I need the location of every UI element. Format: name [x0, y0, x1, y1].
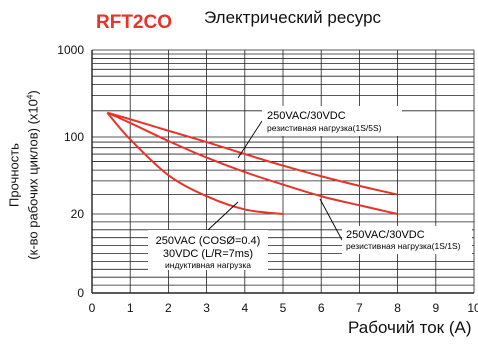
annotation-leader	[207, 201, 239, 231]
x-tick-label: 4	[241, 301, 248, 315]
series-line	[106, 112, 284, 215]
annotation-box	[148, 230, 268, 270]
annotation-text: резистивная нагрузка(1S/5S)	[267, 123, 382, 133]
annotation-text: 250VAC/30VDC	[267, 110, 346, 122]
series-line	[106, 111, 398, 215]
x-axis-label: Рабочий ток (A)	[348, 318, 472, 337]
x-tick-label: 10	[467, 301, 478, 315]
chart-title: Электрический ресурс	[204, 8, 382, 27]
x-tick-label: 2	[165, 301, 172, 315]
brand-label: RFT2CO	[96, 12, 172, 33]
annotation-leader	[319, 198, 343, 241]
annotation-text: 250VAC (COSØ=0.4)	[156, 235, 261, 247]
y-tick-labels: 0 20 100 1000	[57, 43, 84, 300]
annotation-text: резистивная нагрузка(1S/1S)	[346, 241, 461, 251]
annotation-text: 30VDC (L/R=7ms)	[163, 248, 253, 260]
x-tick-label: 6	[318, 301, 325, 315]
y-tick-label: 100	[64, 130, 84, 144]
annotation-text: 250VAC/30VDC	[346, 229, 425, 241]
x-tick-label: 0	[89, 301, 96, 315]
curves	[106, 111, 398, 215]
y-tick-label: 0	[77, 286, 84, 300]
y-tick-label: 1000	[57, 43, 84, 57]
annotation-box	[342, 226, 472, 254]
series-line	[107, 111, 398, 196]
x-tick-label: 1	[127, 301, 134, 315]
x-tick-label: 7	[356, 301, 363, 315]
annotation-box	[262, 106, 402, 136]
x-tick-label: 5	[280, 301, 287, 315]
y-tick-label: 20	[71, 207, 85, 221]
x-tick-label: 9	[432, 301, 439, 315]
annotation-leader	[237, 120, 263, 159]
annotation-text: индуктивная нагрузка	[165, 260, 251, 270]
x-tick-label: 8	[394, 301, 401, 315]
x-tick-label: 3	[203, 301, 210, 315]
x-tick-labels: 0 1 2 3 4 5 6 7 8 9 10	[89, 301, 478, 315]
